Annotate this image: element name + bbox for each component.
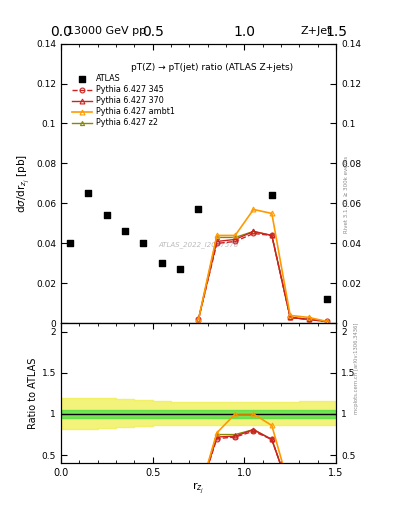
- ATLAS: [104, 211, 110, 220]
- Pythia 6.427 ambt1: [251, 206, 256, 212]
- ATLAS: [269, 191, 275, 200]
- Text: Rivet 3.1.10, ≥ 300k events: Rivet 3.1.10, ≥ 300k events: [344, 156, 349, 233]
- Pythia 6.427 z2: [288, 314, 292, 321]
- Pythia 6.427 370: [325, 318, 329, 325]
- X-axis label: r$_{z_j}$: r$_{z_j}$: [192, 481, 205, 496]
- Pythia 6.427 ambt1: [196, 316, 201, 323]
- Pythia 6.427 ambt1: [288, 312, 292, 318]
- Pythia 6.427 z2: [233, 234, 237, 241]
- Text: ATLAS_2022_I2077570: ATLAS_2022_I2077570: [158, 242, 239, 248]
- Pythia 6.427 ambt1: [233, 232, 237, 239]
- Pythia 6.427 345: [270, 232, 274, 239]
- Pythia 6.427 z2: [196, 316, 201, 323]
- Legend: ATLAS, Pythia 6.427 345, Pythia 6.427 370, Pythia 6.427 ambt1, Pythia 6.427 z2: ATLAS, Pythia 6.427 345, Pythia 6.427 37…: [70, 73, 177, 129]
- Text: Z+Jet: Z+Jet: [301, 26, 332, 36]
- Line: Pythia 6.427 370: Pythia 6.427 370: [196, 229, 329, 324]
- ATLAS: [324, 295, 330, 304]
- Pythia 6.427 370: [270, 232, 274, 239]
- Pythia 6.427 z2: [270, 232, 274, 239]
- Pythia 6.427 z2: [306, 316, 311, 323]
- Text: mcplots.cern.ch [arXiv:1306.3436]: mcplots.cern.ch [arXiv:1306.3436]: [354, 323, 359, 414]
- Pythia 6.427 370: [196, 316, 201, 323]
- Pythia 6.427 z2: [215, 234, 219, 241]
- Pythia 6.427 345: [196, 316, 201, 323]
- Line: Pythia 6.427 345: Pythia 6.427 345: [196, 231, 329, 324]
- Pythia 6.427 370: [288, 314, 292, 321]
- Pythia 6.427 z2: [325, 318, 329, 325]
- Pythia 6.427 345: [251, 230, 256, 237]
- ATLAS: [140, 239, 147, 247]
- Y-axis label: d$\sigma$/dr$_{z_j}$ [pb]: d$\sigma$/dr$_{z_j}$ [pb]: [16, 154, 32, 213]
- Y-axis label: Ratio to ATLAS: Ratio to ATLAS: [28, 358, 37, 429]
- Pythia 6.427 ambt1: [306, 314, 311, 321]
- Text: pT(Z) → pT(jet) ratio (ATLAS Z+jets): pT(Z) → pT(jet) ratio (ATLAS Z+jets): [131, 63, 293, 72]
- Pythia 6.427 z2: [251, 228, 256, 234]
- Pythia 6.427 345: [215, 240, 219, 246]
- Text: 13000 GeV pp: 13000 GeV pp: [67, 26, 146, 36]
- ATLAS: [67, 239, 73, 247]
- Pythia 6.427 370: [233, 237, 237, 243]
- Pythia 6.427 ambt1: [215, 232, 219, 239]
- Pythia 6.427 370: [251, 228, 256, 234]
- ATLAS: [159, 260, 165, 268]
- Pythia 6.427 345: [306, 316, 311, 323]
- Pythia 6.427 370: [215, 239, 219, 245]
- ATLAS: [85, 189, 92, 198]
- Pythia 6.427 345: [233, 239, 237, 245]
- ATLAS: [122, 227, 128, 236]
- Line: Pythia 6.427 z2: Pythia 6.427 z2: [196, 229, 329, 324]
- ATLAS: [195, 205, 202, 214]
- ATLAS: [177, 265, 183, 273]
- Pythia 6.427 ambt1: [325, 318, 329, 325]
- Line: Pythia 6.427 ambt1: Pythia 6.427 ambt1: [196, 207, 329, 324]
- Pythia 6.427 ambt1: [270, 210, 274, 217]
- Pythia 6.427 345: [325, 318, 329, 325]
- Pythia 6.427 345: [288, 314, 292, 321]
- Pythia 6.427 370: [306, 316, 311, 323]
